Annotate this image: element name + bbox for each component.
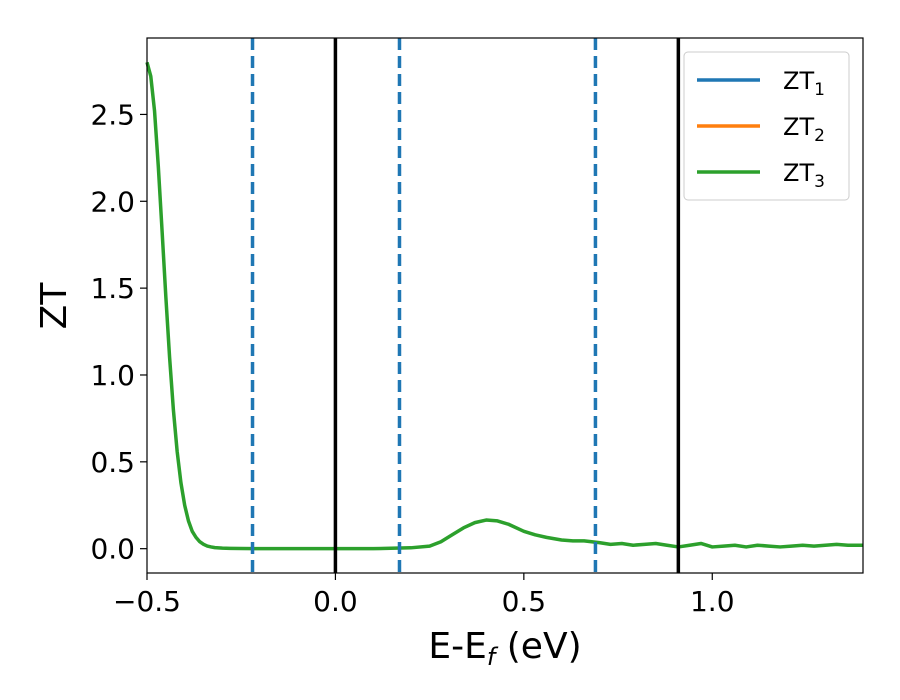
legend-label: ZT2 xyxy=(783,113,825,146)
zt-curve xyxy=(145,61,863,551)
y-tick-label: 0.0 xyxy=(90,533,135,566)
legend-label-main: ZT xyxy=(783,113,814,141)
x-axis-title-main: E-E xyxy=(428,626,486,667)
legend-label-subscript: 2 xyxy=(814,126,825,146)
x-tick-label: 0.0 xyxy=(313,585,358,618)
x-tick-label: 1.0 xyxy=(690,585,735,618)
legend-box xyxy=(683,51,850,201)
x-tick-label: 0.5 xyxy=(502,585,547,618)
y-tick-label: 2.5 xyxy=(90,98,135,131)
plot-area xyxy=(145,38,863,573)
x-tick-label: −0.5 xyxy=(113,585,181,618)
y-tick-label: 2.0 xyxy=(90,185,135,218)
x-axis-title: E-Ef (eV) xyxy=(428,626,581,671)
y-tick-label: 1.5 xyxy=(90,272,135,305)
y-axis-title: ZT xyxy=(34,282,75,330)
legend-label: ZT3 xyxy=(783,159,825,192)
x-axis-title-unit: (eV) xyxy=(495,626,581,667)
legend-label-main: ZT xyxy=(783,159,814,187)
legend-label: ZT1 xyxy=(783,67,825,100)
plot-frame xyxy=(146,37,864,574)
axis-ticks: −0.5 0.0 0.5 1.0 0.0 0.5 1.0 1.5 2.0 2.5 xyxy=(90,98,734,618)
y-tick-label: 0.5 xyxy=(90,446,135,479)
y-tick-label: 1.0 xyxy=(90,359,135,392)
legend-label-subscript: 1 xyxy=(814,80,825,100)
legend-label-subscript: 3 xyxy=(814,172,825,192)
legend-label-main: ZT xyxy=(783,67,814,95)
